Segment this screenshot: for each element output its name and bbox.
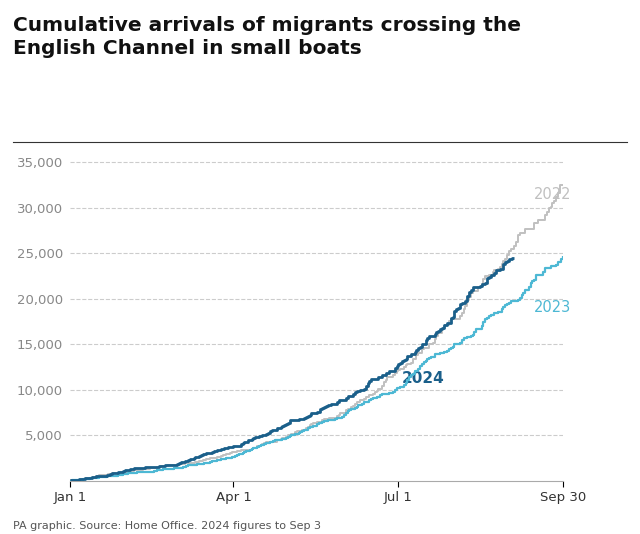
Text: 2022: 2022 bbox=[534, 187, 572, 202]
Text: 2023: 2023 bbox=[534, 300, 572, 316]
Text: PA graphic. Source: Home Office. 2024 figures to Sep 3: PA graphic. Source: Home Office. 2024 fi… bbox=[13, 521, 321, 531]
Text: 2024: 2024 bbox=[402, 371, 445, 386]
Text: Cumulative arrivals of migrants crossing the
English Channel in small boats: Cumulative arrivals of migrants crossing… bbox=[13, 16, 521, 58]
